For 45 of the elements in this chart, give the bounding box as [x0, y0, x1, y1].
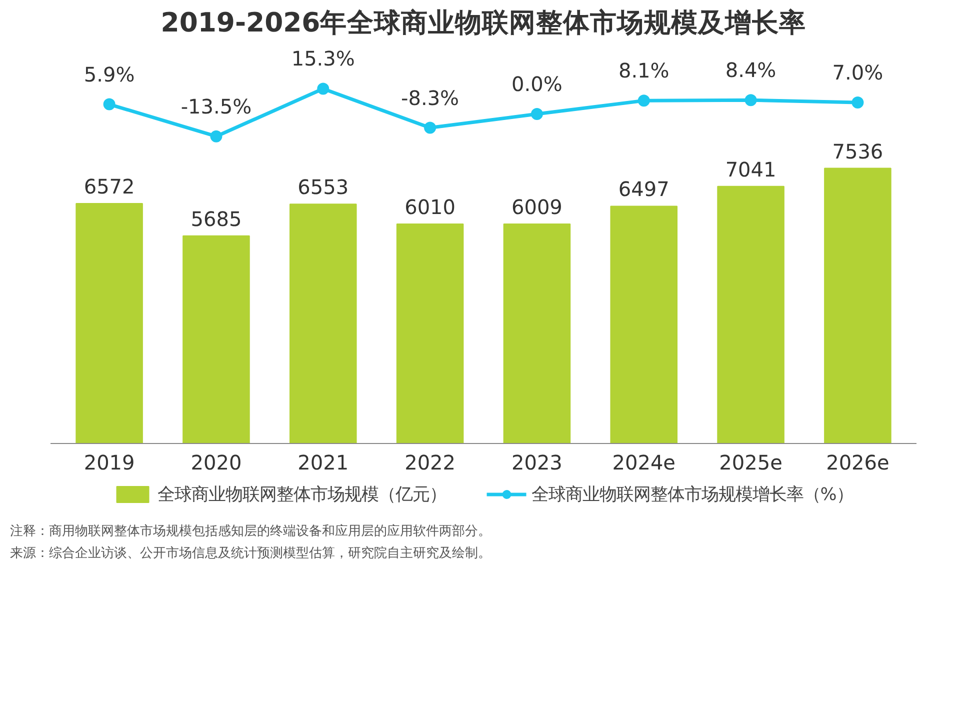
bar — [503, 224, 571, 444]
data-label: 6497 — [618, 177, 670, 202]
chart-title: 2019-2026年全球商业物联网整体市场规模及增长率 — [160, 8, 806, 38]
data-label: 6572 — [84, 174, 135, 198]
point — [317, 82, 330, 95]
bar — [182, 235, 250, 444]
data-label: 0.0% — [512, 72, 562, 96]
data-label: 7536 — [832, 139, 884, 164]
point — [424, 122, 436, 134]
data-label: 7041 — [725, 157, 776, 182]
x-tick-label: 2026e — [826, 450, 890, 474]
x-tick-label: 2022 — [404, 450, 456, 474]
x-tick-label: 2023 — [512, 450, 562, 474]
legend-label: 全球商业物联网整体市场规模增长率（%） — [531, 484, 854, 506]
x-tick-label: 2019 — [84, 450, 135, 474]
data-label: 15.3% — [291, 46, 355, 71]
bar — [76, 202, 143, 444]
legend-label: 全球商业物联网整体市场规模（亿元） — [157, 484, 446, 506]
x-tick-label: 2021 — [298, 450, 349, 474]
data-label: 7.0% — [832, 60, 884, 84]
source-note: 来源：综合企业访谈、公开市场信息及统计预测模型估算，研究院自主研究及绘制。 — [10, 546, 491, 561]
data-label: 6009 — [512, 195, 562, 220]
point — [103, 98, 116, 110]
bar — [824, 168, 892, 444]
bar — [717, 186, 784, 444]
x-tick-label: 2020 — [190, 450, 242, 474]
data-label: 5685 — [190, 206, 242, 231]
x-tick-label: 2025e — [719, 450, 782, 474]
data-label: -13.5% — [180, 94, 252, 118]
point — [638, 94, 650, 107]
data-label: 5.9% — [84, 62, 135, 86]
data-label: 6553 — [298, 175, 349, 200]
data-label: 6010 — [404, 195, 456, 220]
point — [530, 108, 543, 120]
point — [744, 94, 757, 106]
bar — [396, 224, 464, 444]
point — [210, 130, 222, 142]
bar — [289, 204, 357, 444]
x-tick-label: 2024e — [612, 450, 676, 474]
data-label: 8.4% — [725, 58, 776, 82]
point — [852, 96, 864, 108]
data-label: 8.1% — [618, 58, 670, 83]
text: 注释：商用物联网整体市场规模包括感知层的终端设备和应用层的应用软件两部分。 — [10, 524, 491, 539]
data-label: -8.3% — [401, 86, 460, 110]
bar — [610, 206, 678, 444]
